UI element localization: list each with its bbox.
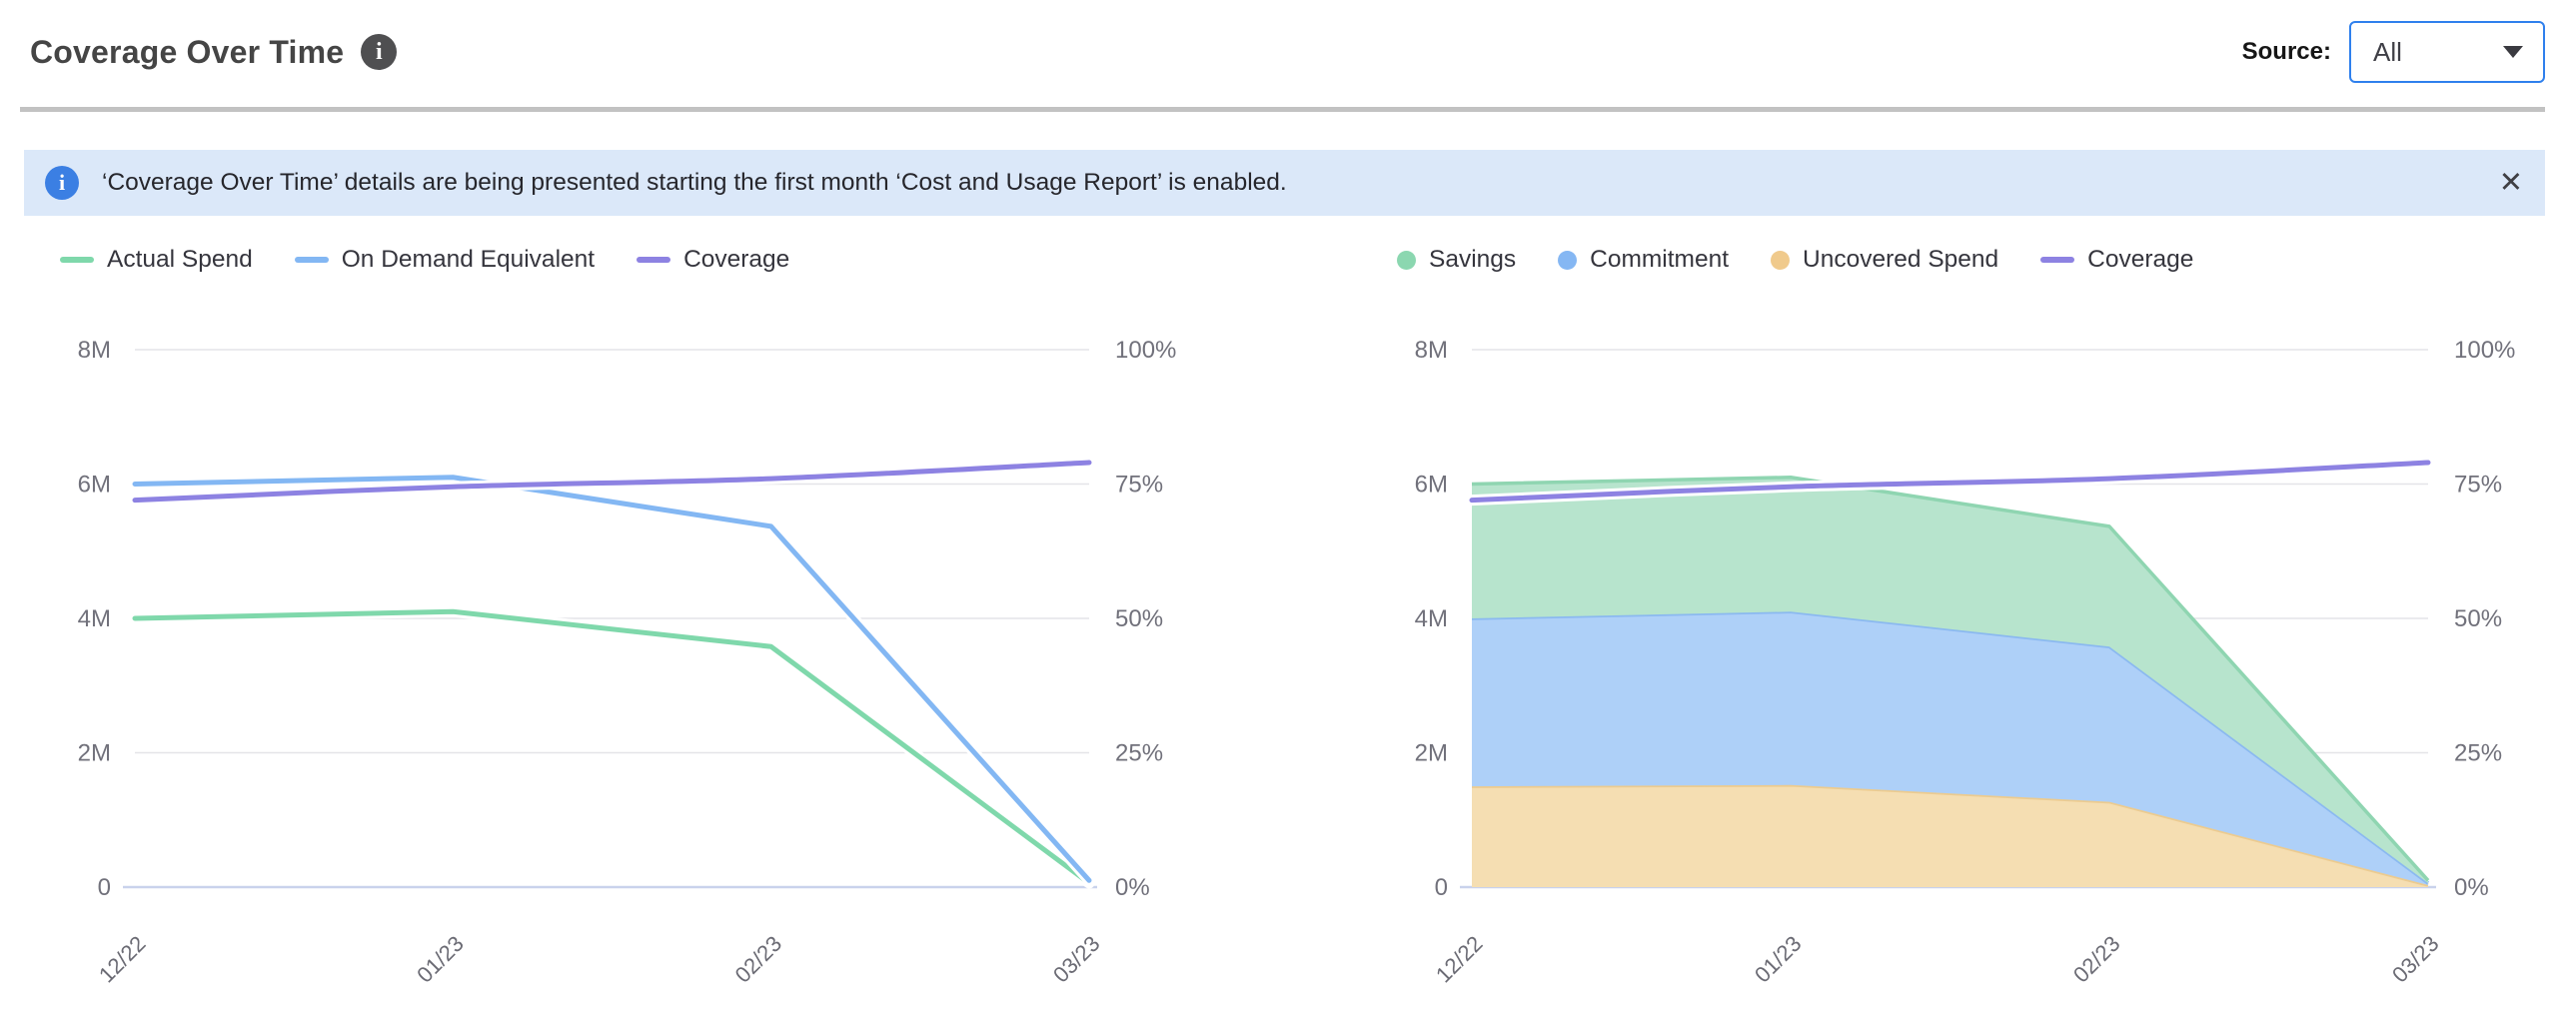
left-axis-tick: 4M [1415, 605, 1448, 632]
legend-label: Coverage [2087, 246, 2194, 273]
legend-label: Coverage [683, 246, 790, 273]
right-axis-tick: 0% [1115, 874, 1150, 901]
legend-label: Savings [1429, 246, 1517, 273]
legend-item-coverage[interactable]: Coverage [637, 246, 789, 274]
source-dropdown-value: All [2373, 36, 2402, 67]
legend-label: Actual Spend [107, 246, 253, 273]
banner-message: ‘Coverage Over Time’ details are being p… [102, 169, 1287, 196]
right-axis-tick: 50% [1115, 605, 1163, 632]
series-actual-spend [132, 608, 1092, 886]
legend-item-commitment[interactable]: Commitment [1558, 246, 1729, 274]
page-title: Coverage Over Time [30, 33, 345, 70]
area-commitment [1472, 611, 2428, 885]
legend-item-savings[interactable]: Savings [1397, 246, 1516, 274]
line-chart-legend: Actual Spend On Demand Equivalent Coverage [60, 246, 789, 274]
source-filter: Source: All [2242, 21, 2545, 83]
right-axis-tick: 25% [1115, 740, 1163, 767]
x-axis-tick: 12/22 [94, 931, 151, 988]
left-axis-tick: 8M [1415, 337, 1448, 364]
legend-item-coverage[interactable]: Coverage [2040, 246, 2193, 274]
uncovered-spend-legend-marker [1771, 250, 1791, 270]
x-axis-tick: 12/22 [1431, 931, 1488, 988]
area-savings [1472, 477, 2428, 883]
info-icon: i [45, 166, 79, 200]
left-axis-tick: 6M [78, 472, 111, 499]
legend-label: Commitment [1590, 246, 1730, 273]
header-divider [20, 107, 2545, 112]
coverage-legend-marker [637, 257, 671, 263]
legend-item-actual-spend[interactable]: Actual Spend [60, 246, 253, 274]
right-axis-tick: 25% [2454, 740, 2502, 767]
left-axis-tick: 6M [1415, 472, 1448, 499]
series-coverage [1469, 460, 2431, 504]
left-axis-tick: 8M [78, 337, 111, 364]
savings-legend-marker [1397, 250, 1416, 270]
actual-spend-legend-marker [60, 257, 94, 263]
x-axis-tick: 02/23 [2068, 931, 2125, 988]
source-dropdown[interactable]: All [2349, 21, 2545, 83]
left-axis-tick: 0 [1435, 874, 1448, 901]
line-chart-svg: 8M 100% 6M 75% 4M 50% 2M 25% 0 0% 12/22 01/23 02/23 0… [78, 337, 1177, 988]
x-axis-tick: 03/23 [2387, 931, 2444, 988]
right-axis-tick: 100% [2454, 337, 2515, 364]
series-halo-on-demand-equivalent [129, 472, 1095, 886]
on-demand-equivalent-legend-marker [294, 257, 329, 263]
info-banner: i ‘Coverage Over Time’ details are being… [24, 150, 2545, 216]
right-axis-tick: 50% [2454, 605, 2502, 632]
area-chart-svg: 8M 100% 6M 75% 4M 50% 2M 25% 0 0% 12/22 01/23 02/23 0… [1415, 337, 2516, 988]
area-edge-savings [1471, 476, 2430, 882]
x-axis-tick: 03/23 [1048, 931, 1105, 988]
area-chart-legend: Savings Commitment Uncovered Spend Coverage [1397, 246, 2193, 274]
close-icon[interactable]: ✕ [2498, 166, 2523, 199]
x-axis-tick: 01/23 [1750, 931, 1807, 988]
source-label: Source: [2241, 38, 2331, 65]
series-on-demand-equivalent [132, 475, 1092, 883]
commitment-legend-marker [1558, 250, 1578, 270]
header: Coverage Over Time i Source: All [0, 0, 2576, 104]
legend-label: Uncovered Spend [1803, 246, 1999, 273]
right-axis-tick: 75% [2454, 472, 2502, 499]
left-axis-tick: 2M [1415, 740, 1448, 767]
x-axis-tick: 01/23 [412, 931, 469, 988]
series-coverage [132, 460, 1092, 504]
left-axis-tick: 4M [78, 605, 111, 632]
series-halo-actual-spend [129, 605, 1095, 889]
x-axis-tick: 02/23 [730, 931, 787, 988]
chevron-down-icon [2503, 46, 2523, 58]
left-axis-tick: 0 [98, 874, 111, 901]
area-uncovered-spend [1472, 784, 2428, 887]
coverage-legend-marker [2040, 257, 2075, 263]
right-axis-tick: 0% [2454, 874, 2489, 901]
right-axis-tick: 100% [1115, 337, 1176, 364]
legend-item-on-demand-equivalent[interactable]: On Demand Equivalent [294, 246, 596, 274]
right-axis-tick: 75% [1115, 472, 1163, 499]
info-icon[interactable]: i [361, 34, 398, 70]
legend-label: On Demand Equivalent [341, 246, 596, 273]
left-axis-tick: 2M [78, 740, 111, 767]
legend-item-uncovered-spend[interactable]: Uncovered Spend [1771, 246, 1998, 274]
